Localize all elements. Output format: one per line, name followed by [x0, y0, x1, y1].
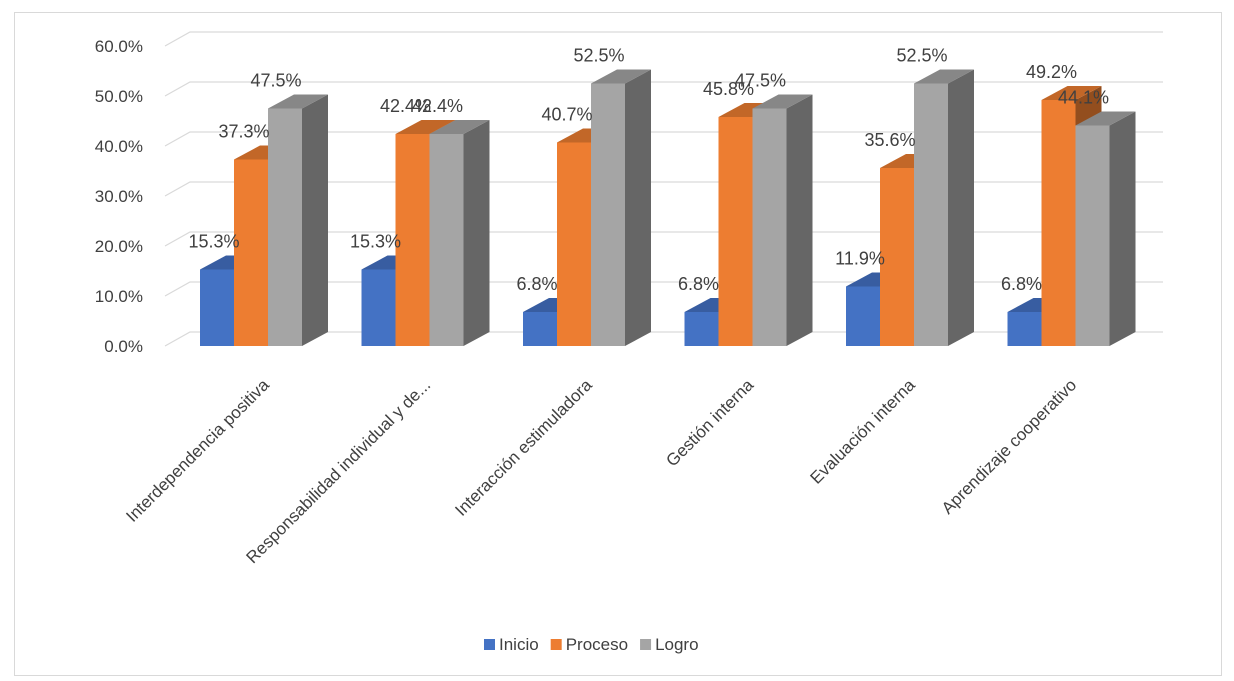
data-label: 37.3%	[218, 122, 269, 142]
legend: Inicio Proceso Logro	[484, 635, 699, 654]
data-labels: 15.3% 37.3% 47.5% 15.3% 42.4%42.4% 6.8% 40.7% 5…	[188, 46, 1109, 295]
gridline	[164, 331, 1163, 347]
data-label: 47.5%	[735, 71, 786, 91]
data-label: 42.4%	[380, 96, 431, 116]
category-label: Evaluación interna	[806, 375, 919, 488]
bar-logro	[914, 69, 974, 346]
y-tick-label: 10.0%	[95, 287, 143, 306]
y-tick-label: 30.0%	[95, 187, 143, 206]
category-label: Gestión interna	[662, 375, 757, 470]
category-label: Interacción estimuladora	[451, 375, 596, 520]
data-label: 15.3%	[188, 232, 239, 252]
y-tick-label: 50.0%	[95, 87, 143, 106]
gridline	[164, 231, 1163, 247]
y-tick-label: 40.0%	[95, 137, 143, 156]
data-label: 6.8%	[516, 274, 557, 294]
legend-swatch-logro	[640, 639, 652, 650]
data-label: 49.2%	[1026, 62, 1077, 82]
y-axis-ticks: 0.0% 10.0% 20.0% 30.0% 40.0% 50.0% 60.0%	[95, 37, 143, 356]
category-labels: Interdependencia positivaResponsabilidad…	[122, 375, 1080, 567]
chart-area: 0.0% 10.0% 20.0% 30.0% 40.0% 50.0% 60.0% 15.3%…	[14, 12, 1222, 676]
data-label: 15.3%	[350, 232, 401, 252]
bar-logro	[429, 120, 490, 346]
data-label: 52.5%	[896, 46, 947, 66]
data-label: 45.8%	[703, 79, 754, 99]
bar-logro	[752, 94, 813, 346]
gridlines	[164, 31, 1163, 347]
y-tick-label: 60.0%	[95, 37, 143, 56]
legend-swatch-inicio	[484, 639, 495, 650]
gridline	[164, 131, 1163, 147]
legend-label-logro: Logro	[655, 635, 698, 654]
data-label: 35.6%	[864, 130, 915, 150]
data-label: 44.1%	[1058, 88, 1109, 108]
data-label: 42.4%	[412, 96, 463, 116]
data-label: 47.5%	[250, 71, 301, 91]
data-label: 52.5%	[573, 46, 624, 66]
bar-logro	[1075, 111, 1136, 346]
category-label: Responsabilidad individual y de...	[242, 375, 434, 567]
legend-swatch-proceso	[550, 639, 562, 650]
y-tick-label: 20.0%	[95, 237, 143, 256]
gridline	[164, 181, 1163, 197]
data-label: 6.8%	[678, 274, 719, 294]
gridline	[164, 81, 1163, 97]
bars	[200, 69, 1136, 346]
data-label: 40.7%	[541, 105, 592, 125]
legend-label-inicio: Inicio	[499, 635, 539, 654]
bar-logro	[268, 94, 328, 346]
category-label: Interdependencia positiva	[122, 375, 273, 526]
data-label: 11.9%	[835, 249, 885, 269]
gridline	[164, 31, 1163, 47]
data-label: 6.8%	[1001, 274, 1042, 294]
bar-logro	[591, 69, 651, 346]
gridline	[164, 281, 1163, 297]
bar-chart: 0.0% 10.0% 20.0% 30.0% 40.0% 50.0% 60.0% 15.3%…	[95, 31, 1163, 654]
category-label: Aprendizaje cooperativo	[938, 375, 1080, 517]
legend-label-proceso: Proceso	[566, 635, 628, 654]
y-tick-label: 0.0%	[104, 337, 143, 356]
